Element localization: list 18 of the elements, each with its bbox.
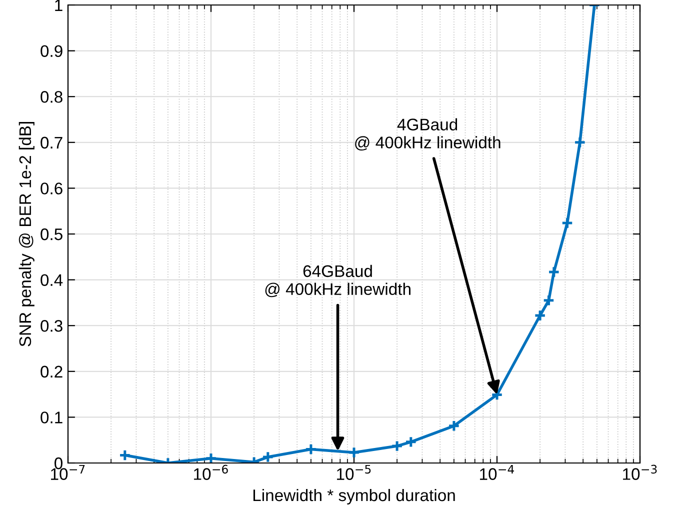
- y-tick-label: 0.6: [40, 182, 62, 194]
- y-tick-label: 0.3: [40, 320, 62, 332]
- y-tick-label: 1: [55, 0, 62, 12]
- y-tick-label: 0.7: [40, 136, 62, 149]
- annotation: 64GBaud @ 400kHz linewidth: [265, 264, 410, 298]
- annotation: 4GBaud @ 400kHz linewidth: [355, 118, 500, 151]
- y-tick-label: 0.9: [40, 45, 62, 58]
- x-tick-label: 10$^{−4}$: [480, 464, 514, 480]
- x-axis-title: Linewidth * symbol duration: [253, 488, 455, 504]
- y-axis-title: SNR penalty @ BER 1e-2 [dB]: [18, 122, 34, 346]
- y-tick-label: 0.5: [40, 228, 62, 240]
- x-tick-label: 10$^{−6}$: [194, 464, 228, 480]
- y-tick-label: 0.2: [40, 366, 62, 378]
- x-tick-label: 10$^{−3}$: [623, 464, 657, 480]
- y-tick-label: 0.1: [40, 412, 62, 424]
- y-tick-label: 0.8: [40, 91, 62, 103]
- x-tick-label: 10$^{−5}$: [337, 464, 371, 480]
- y-tick-label: 0.4: [40, 274, 63, 286]
